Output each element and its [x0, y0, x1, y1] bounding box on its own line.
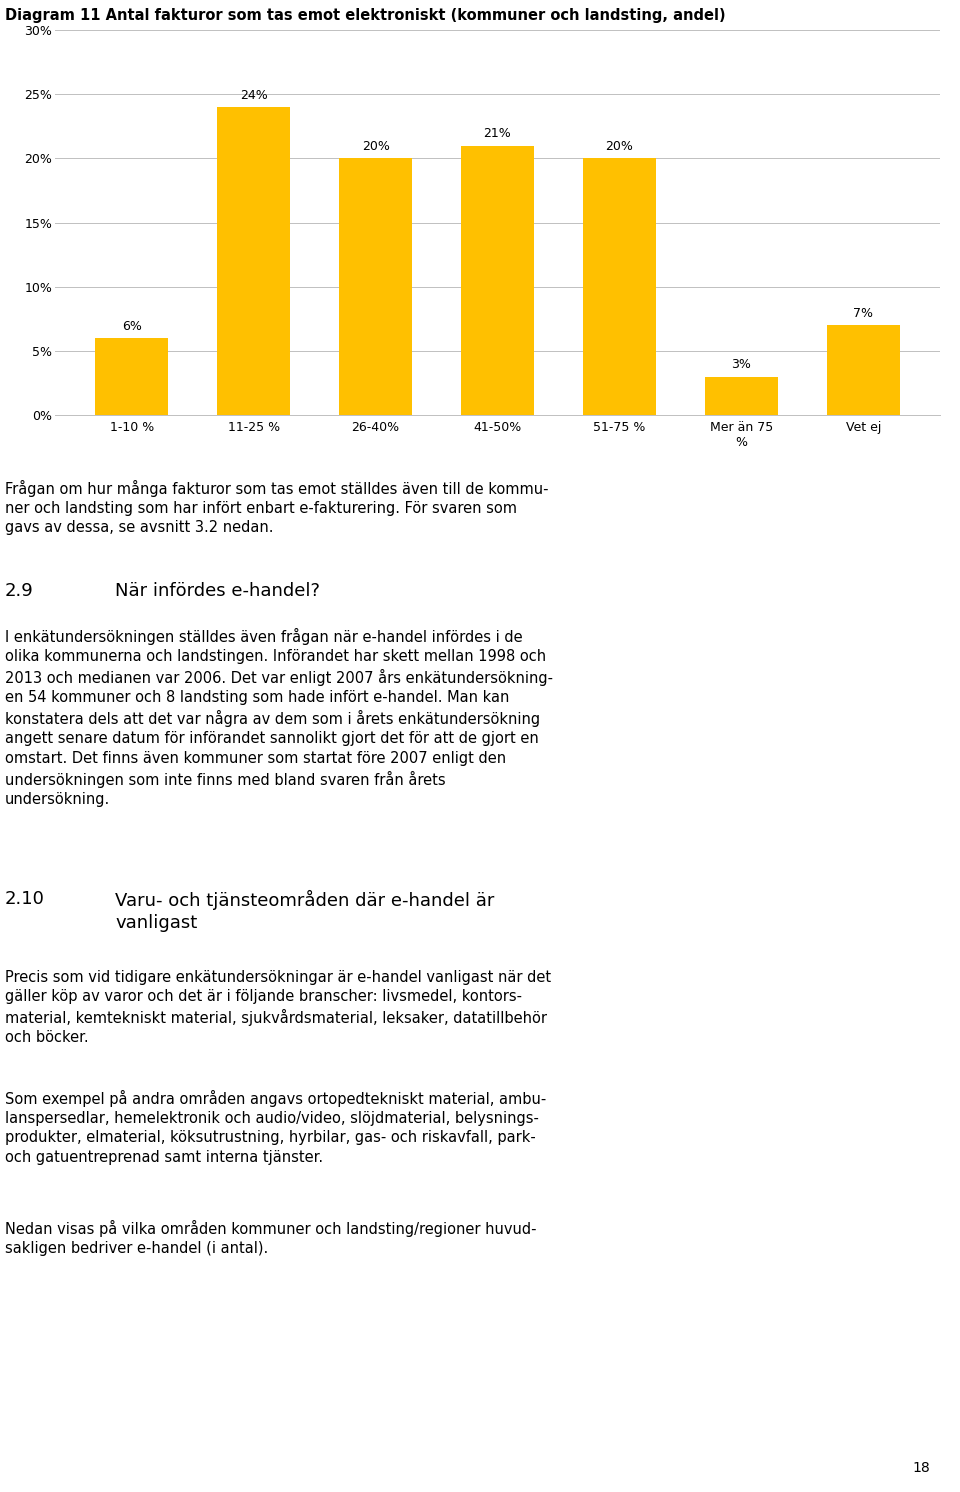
Text: 2.10: 2.10: [5, 891, 45, 909]
Text: 6%: 6%: [122, 319, 142, 333]
Bar: [827, 325, 900, 415]
Text: 7%: 7%: [853, 307, 874, 319]
Text: 2.9: 2.9: [5, 582, 34, 600]
Text: 20%: 20%: [362, 140, 390, 154]
Text: Som exempel på andra områden angavs ortopedtekniskt material, ambu-
lanspersedla: Som exempel på andra områden angavs orto…: [5, 1091, 546, 1165]
Text: Frågan om hur många fakturor som tas emot ställdes även till de kommu-
ner och l: Frågan om hur många fakturor som tas emo…: [5, 480, 548, 536]
Text: 24%: 24%: [240, 90, 268, 101]
Text: 21%: 21%: [484, 127, 512, 140]
Bar: [339, 158, 412, 415]
Text: När infördes e-handel?: När infördes e-handel?: [115, 582, 320, 600]
Bar: [583, 158, 656, 415]
Text: 18: 18: [912, 1461, 930, 1476]
Bar: [461, 146, 534, 415]
Text: Varu- och tjänsteområden där e-handel är
vanligast: Varu- och tjänsteområden där e-handel är…: [115, 891, 494, 931]
Text: 20%: 20%: [606, 140, 634, 154]
Text: Nedan visas på vilka områden kommuner och landsting/regioner huvud-
sakligen bed: Nedan visas på vilka områden kommuner oc…: [5, 1220, 537, 1256]
Text: Precis som vid tidigare enkätundersökningar är e-handel vanligast när det
gäller: Precis som vid tidigare enkätundersöknin…: [5, 970, 551, 1046]
Bar: [705, 376, 778, 415]
Text: 3%: 3%: [732, 358, 752, 372]
Bar: [217, 107, 290, 415]
Text: I enkätundersökningen ställdes även frågan när e-handel infördes i de
olika komm: I enkätundersökningen ställdes även fråg…: [5, 628, 553, 807]
Bar: [95, 339, 168, 415]
Text: Diagram 11 Antal fakturor som tas emot elektroniskt (kommuner och landsting, and: Diagram 11 Antal fakturor som tas emot e…: [5, 7, 726, 22]
